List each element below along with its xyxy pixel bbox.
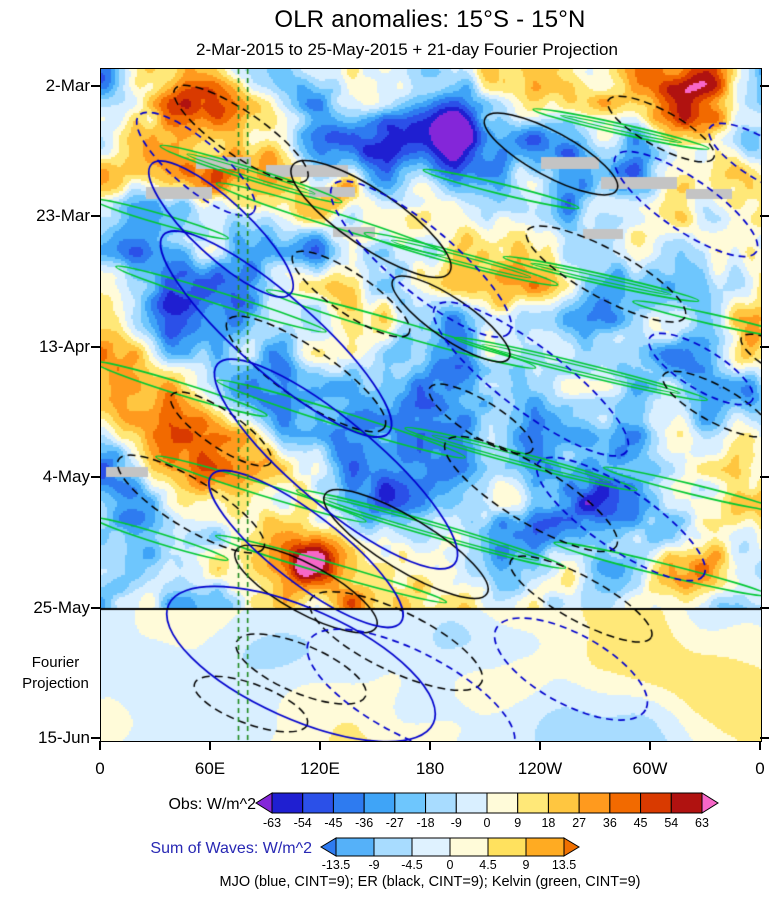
y-tick-label: 4-May — [42, 467, 90, 487]
colorbar-tick-label: 9 — [514, 816, 522, 830]
colorbar-tick-label: 54 — [664, 816, 679, 830]
fourier-label-line1: Fourier — [31, 654, 80, 671]
colorbar-box — [411, 837, 451, 857]
colorbar-box — [425, 792, 457, 814]
y-tick-mark-right — [760, 215, 769, 218]
colorbar-box — [547, 792, 580, 814]
colorbar-tick-label: -36 — [355, 816, 374, 830]
cbar1-svg — [255, 792, 719, 814]
y-tick-label: 25-May — [33, 597, 90, 617]
y-tick-label: 2-Mar — [45, 76, 90, 95]
fourier-projection-label: Fourier Projection — [8, 652, 103, 694]
x-tick-label: 120E — [300, 759, 340, 778]
colorbar-tick-label: -18 — [416, 816, 435, 830]
x-tick-label: 120W — [517, 759, 563, 778]
x-tick-mark — [429, 741, 431, 750]
colorbar-box — [449, 837, 489, 857]
chart-subtitle: 2-Mar-2015 to 25-May-2015 + 21-day Fouri… — [196, 40, 618, 59]
x-tick-label: 0 — [755, 759, 765, 778]
y-tick-mark-right — [760, 737, 769, 739]
y-tick-label: 13-Apr — [38, 336, 90, 356]
y-tick-mark-right — [760, 476, 769, 479]
page-title: OLR anomalies: 15°S - 15°N — [274, 6, 586, 33]
colorbar-box — [332, 792, 365, 814]
colorbar-box — [394, 792, 427, 814]
colorbar-box — [517, 792, 549, 814]
colorbar-box — [525, 837, 565, 857]
x-tick-mark — [649, 741, 651, 750]
y-tick-mark-left — [91, 85, 100, 87]
y-tick-mark-left — [91, 476, 100, 479]
fourier-label-line2: Projection — [22, 675, 89, 692]
colorbar-tick-label: -63 — [262, 816, 282, 830]
y-tick-label: 15-Jun — [38, 728, 90, 747]
colorbar-box — [609, 792, 642, 814]
colorbar-box — [670, 792, 703, 814]
colorbar-box — [487, 837, 527, 857]
colorbar-tick-label: -9 — [450, 816, 462, 830]
colorbar-tick-label: -45 — [324, 816, 343, 830]
colorbar-right-arrow — [563, 837, 580, 857]
colorbar-tick-label: 13.5 — [551, 858, 577, 872]
obs-colorbar-label: Obs: W/m^2 — [168, 796, 256, 813]
colorbar-tick-label: 0 — [446, 858, 454, 872]
colorbar-tick-label: -4.5 — [401, 858, 423, 872]
colorbar-tick-label: 18 — [541, 816, 556, 830]
y-tick-mark-left — [91, 345, 100, 348]
colorbar-box — [455, 792, 488, 814]
x-tick-mark — [319, 741, 321, 750]
x-tick-label: 60E — [194, 759, 226, 778]
y-tick-mark-left — [91, 215, 100, 218]
colorbar-tick-label: 0 — [483, 816, 491, 830]
colorbar-box — [271, 792, 304, 814]
colorbar-tick-label: -54 — [293, 816, 312, 830]
colorbar-tick-label: -13.5 — [321, 858, 351, 872]
colorbar-tick-label: 36 — [602, 816, 617, 830]
colorbar-box — [302, 792, 334, 814]
y-tick-mark-right — [760, 85, 769, 87]
x-tick-mark — [99, 741, 101, 750]
legend-caption: MJO (blue, CINT=9); ER (black, CINT=9); … — [219, 874, 641, 890]
colorbar-tick-label: -27 — [385, 816, 404, 830]
colorbar-tick-label: -9 — [368, 858, 380, 872]
y-tick-label: 23-Mar — [36, 206, 90, 226]
colorbar-box — [373, 837, 413, 857]
x-tick-mark — [539, 741, 541, 750]
x-tick-label: 0 — [95, 759, 105, 778]
y-tick-mark-left — [91, 737, 100, 739]
colorbar-right-arrow — [701, 792, 719, 814]
colorbar-box — [578, 792, 611, 814]
x-tick-label: 60W — [632, 759, 668, 778]
colorbar-tick-label: 4.5 — [479, 858, 497, 872]
colorbar-tick-label: 9 — [522, 858, 530, 872]
colorbar-left-arrow — [255, 792, 273, 814]
x-tick-mark — [759, 741, 761, 750]
waves-colorbar-label: Sum of Waves: W/m^2 — [150, 840, 312, 857]
y-tick-mark-left — [91, 606, 100, 609]
colorbar-box — [640, 792, 672, 814]
y-tick-mark-right — [760, 606, 769, 609]
colorbar-box — [363, 792, 396, 814]
colorbar-box — [335, 837, 375, 857]
cbar2-svg — [320, 837, 580, 857]
plot-area — [100, 68, 762, 742]
x-tick-mark — [209, 741, 211, 750]
colorbar-box — [486, 792, 519, 814]
colorbar-left-arrow — [320, 837, 337, 857]
colorbar-tick-label: 45 — [633, 816, 648, 830]
hovmoller-field-canvas — [101, 69, 761, 741]
colorbar-tick-label: 63 — [695, 816, 709, 830]
y-tick-mark-right — [760, 345, 769, 348]
colorbar-tick-label: 27 — [572, 816, 587, 830]
x-tick-label: 180 — [415, 759, 445, 778]
